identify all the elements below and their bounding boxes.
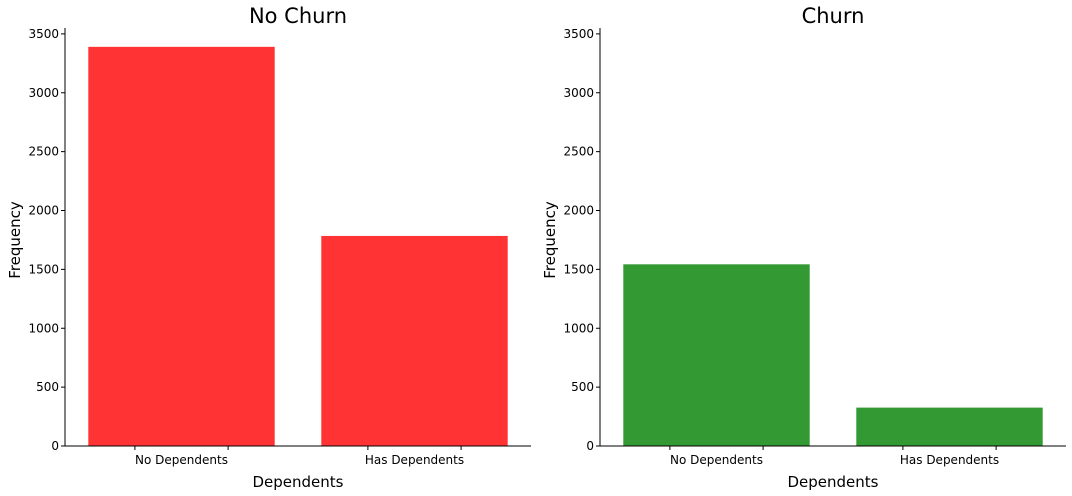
- y-tick-label: 0: [51, 439, 59, 453]
- y-tick-label: 1500: [563, 262, 594, 276]
- y-tick-label: 0: [586, 439, 594, 453]
- chart-title: Churn: [802, 4, 865, 28]
- x-tick-label: Has Dependents: [900, 453, 999, 467]
- y-tick-label: 1000: [28, 321, 59, 335]
- bars: [623, 264, 1043, 446]
- y-axis-label: Frequency: [6, 201, 24, 279]
- y-tick-label: 3500: [563, 27, 594, 41]
- y-tick-label: 1500: [28, 262, 59, 276]
- bar-has-dependents: [856, 407, 1043, 446]
- bars: [88, 46, 508, 446]
- chart-churn: Churn 0 500 1000 1500 2000 2500 3000 3500 No De…: [541, 4, 1066, 491]
- bar-no-dependents: [88, 46, 275, 446]
- y-tick-label: 500: [571, 380, 594, 394]
- y-tick-label: 2500: [28, 145, 59, 159]
- bar-no-dependents: [623, 264, 810, 446]
- y-ticks: 0 500 1000 1500 2000 2500 3000 3500: [28, 27, 65, 453]
- y-tick-label: 2000: [563, 204, 594, 218]
- y-tick-label: 2500: [563, 145, 594, 159]
- x-tick-label: No Dependents: [670, 453, 763, 467]
- x-axis-label: Dependents: [788, 473, 879, 491]
- chart-no-churn: No Churn 0 500 1000 1500 2000 2500 3000 3500 No…: [6, 4, 531, 491]
- x-axis-label: Dependents: [253, 473, 344, 491]
- y-axis-label: Frequency: [541, 201, 559, 279]
- x-ticks: No Dependents Has Dependents: [134, 446, 464, 467]
- y-tick-label: 3000: [563, 86, 594, 100]
- bar-has-dependents: [321, 235, 508, 446]
- y-tick-label: 3000: [28, 86, 59, 100]
- x-tick-label: Has Dependents: [365, 453, 464, 467]
- y-tick-label: 500: [36, 380, 59, 394]
- x-ticks: No Dependents Has Dependents: [669, 446, 999, 467]
- y-tick-label: 1000: [563, 321, 594, 335]
- y-tick-label: 3500: [28, 27, 59, 41]
- y-ticks: 0 500 1000 1500 2000 2500 3000 3500: [563, 27, 600, 453]
- x-tick-label: No Dependents: [135, 453, 228, 467]
- chart-title: No Churn: [249, 4, 347, 28]
- y-tick-label: 2000: [28, 204, 59, 218]
